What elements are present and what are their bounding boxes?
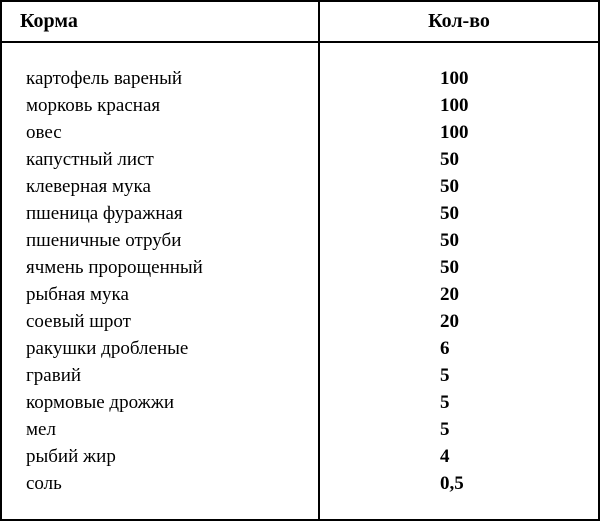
cell-qty: 5 — [440, 416, 588, 443]
column-header-qty: Кол-во — [320, 2, 598, 41]
cell-name: картофель вареный — [26, 65, 308, 92]
cell-name: пшеница фуражная — [26, 200, 308, 227]
cell-name: капустный лист — [26, 146, 308, 173]
cell-name: рыбий жир — [26, 443, 308, 470]
cell-name: соевый шрот — [26, 308, 308, 335]
cell-qty: 5 — [440, 362, 588, 389]
cell-name: овес — [26, 119, 308, 146]
cell-name: кормовые дрожжи — [26, 389, 308, 416]
cell-name: гравий — [26, 362, 308, 389]
cell-name: пшеничные отруби — [26, 227, 308, 254]
feed-table: Корма Кол-во картофель вареный морковь к… — [0, 0, 600, 521]
column-header-name: Корма — [2, 2, 320, 41]
cell-qty: 50 — [440, 173, 588, 200]
cell-qty: 6 — [440, 335, 588, 362]
cell-name: ячмень пророщенный — [26, 254, 308, 281]
cell-qty: 100 — [440, 65, 588, 92]
cell-qty: 4 — [440, 443, 588, 470]
cell-qty: 100 — [440, 119, 588, 146]
table-header-row: Корма Кол-во — [2, 2, 598, 43]
cell-name: клеверная мука — [26, 173, 308, 200]
cell-qty: 20 — [440, 308, 588, 335]
cell-qty: 50 — [440, 254, 588, 281]
cell-qty: 0,5 — [440, 470, 588, 497]
column-qty: 100 100 100 50 50 50 50 50 20 20 6 5 5 5… — [320, 43, 598, 519]
cell-name: ракушки дробленые — [26, 335, 308, 362]
cell-name: соль — [26, 470, 308, 497]
cell-name: мел — [26, 416, 308, 443]
cell-qty: 50 — [440, 146, 588, 173]
column-name: картофель вареный морковь красная овес к… — [2, 43, 320, 519]
cell-qty: 50 — [440, 200, 588, 227]
cell-qty: 20 — [440, 281, 588, 308]
cell-qty: 50 — [440, 227, 588, 254]
cell-name: рыбная мука — [26, 281, 308, 308]
cell-name: морковь красная — [26, 92, 308, 119]
cell-qty: 5 — [440, 389, 588, 416]
table-body: картофель вареный морковь красная овес к… — [2, 43, 598, 519]
cell-qty: 100 — [440, 92, 588, 119]
